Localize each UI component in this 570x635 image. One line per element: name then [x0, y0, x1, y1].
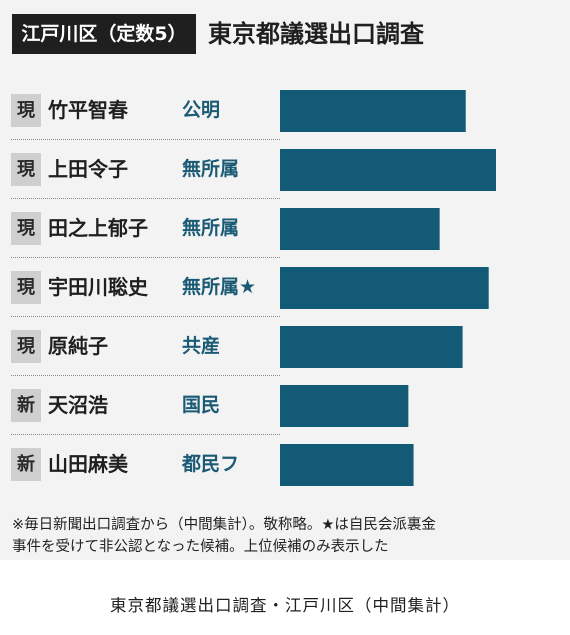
candidate-name: 田之上郁子	[48, 216, 148, 240]
district-badge: 江戸川区（定数5）	[12, 14, 196, 54]
chart-title: 東京都議選出口調査	[208, 20, 424, 48]
candidate-name: 天沼浩	[48, 393, 108, 417]
candidate-party: 都民フ	[182, 453, 240, 475]
row-divider	[11, 257, 280, 258]
bar-4	[280, 267, 489, 309]
candidate-row: 現竹平智春 公明	[0, 82, 570, 140]
candidate-row: 新山田麻美 都民フ	[0, 436, 570, 494]
image-caption: 東京都議選出口調査・江戸川区（中間集計）	[110, 596, 460, 615]
row-divider	[11, 316, 280, 317]
candidate-party: 無所属★	[182, 276, 257, 298]
candidate-party: 国民	[182, 394, 221, 416]
candidate-row: 現原純子 共産	[0, 318, 570, 376]
chart-card: 江戸川区（定数5） 東京都議選出口調査 現竹平智春 公明現上田令子 無所属現田之上郁…	[0, 0, 570, 560]
bar-3	[280, 208, 440, 250]
incumbency-badge: 現	[11, 330, 41, 363]
incumbency-badge: 現	[11, 94, 41, 127]
footnote: ※毎日新聞出口調査から（中間集計）。敬称略。★は自民会派裏金 事件を受けて非公認…	[12, 514, 560, 558]
candidate-name: 竹平智春	[48, 98, 128, 122]
bar-7	[280, 444, 414, 486]
candidate-row: 新天沼浩 国民	[0, 377, 570, 435]
candidate-name: 原純子	[48, 334, 108, 358]
candidate-name: 上田令子	[48, 157, 128, 181]
incumbency-badge: 新	[11, 389, 41, 422]
candidate-party: 無所属	[182, 158, 240, 180]
candidate-party: 共産	[182, 335, 221, 357]
candidate-party: 公明	[182, 99, 221, 121]
candidate-row: 現宇田川聡史 無所属★	[0, 259, 570, 317]
incumbency-badge: 現	[11, 153, 41, 186]
candidate-row: 現田之上郁子 無所属	[0, 200, 570, 258]
incumbency-badge: 新	[11, 448, 41, 481]
incumbency-badge: 現	[11, 271, 41, 304]
bar-2	[280, 149, 496, 191]
candidate-name: 宇田川聡史	[48, 275, 148, 299]
incumbency-badge: 現	[11, 212, 41, 245]
bar-6	[280, 385, 409, 427]
candidate-name: 山田麻美	[48, 452, 128, 476]
bar-plot	[280, 90, 496, 486]
row-divider	[11, 139, 280, 140]
footnote-line-1: ※毎日新聞出口調査から（中間集計）。敬称略。★は自民会派裏金	[12, 517, 436, 533]
footnote-line-2: 事件を受けて非公認となった候補。上位候補のみ表示した	[12, 539, 389, 555]
row-divider	[11, 375, 280, 376]
bar-5	[280, 326, 463, 368]
row-divider	[11, 198, 280, 199]
bar-1	[280, 90, 466, 132]
candidate-row: 現上田令子 無所属	[0, 141, 570, 199]
row-divider	[11, 434, 280, 435]
candidate-party: 無所属	[182, 217, 240, 239]
